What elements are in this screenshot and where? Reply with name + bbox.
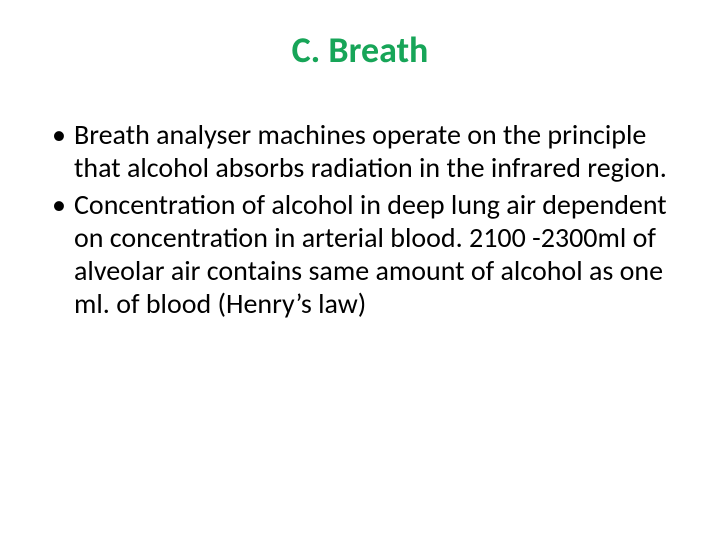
slide: C. Breath Breath analyser machines opera…	[0, 0, 720, 540]
list-item: Breath analyser machines operate on the …	[74, 118, 680, 184]
bullet-text: Breath analyser machines operate on the …	[74, 117, 667, 185]
bullet-list: Breath analyser machines operate on the …	[40, 118, 680, 320]
list-item: Concentration of alcohol in deep lung ai…	[74, 188, 680, 320]
slide-title: C. Breath	[40, 28, 680, 72]
bullet-text: Concentration of alcohol in deep lung ai…	[74, 187, 667, 321]
